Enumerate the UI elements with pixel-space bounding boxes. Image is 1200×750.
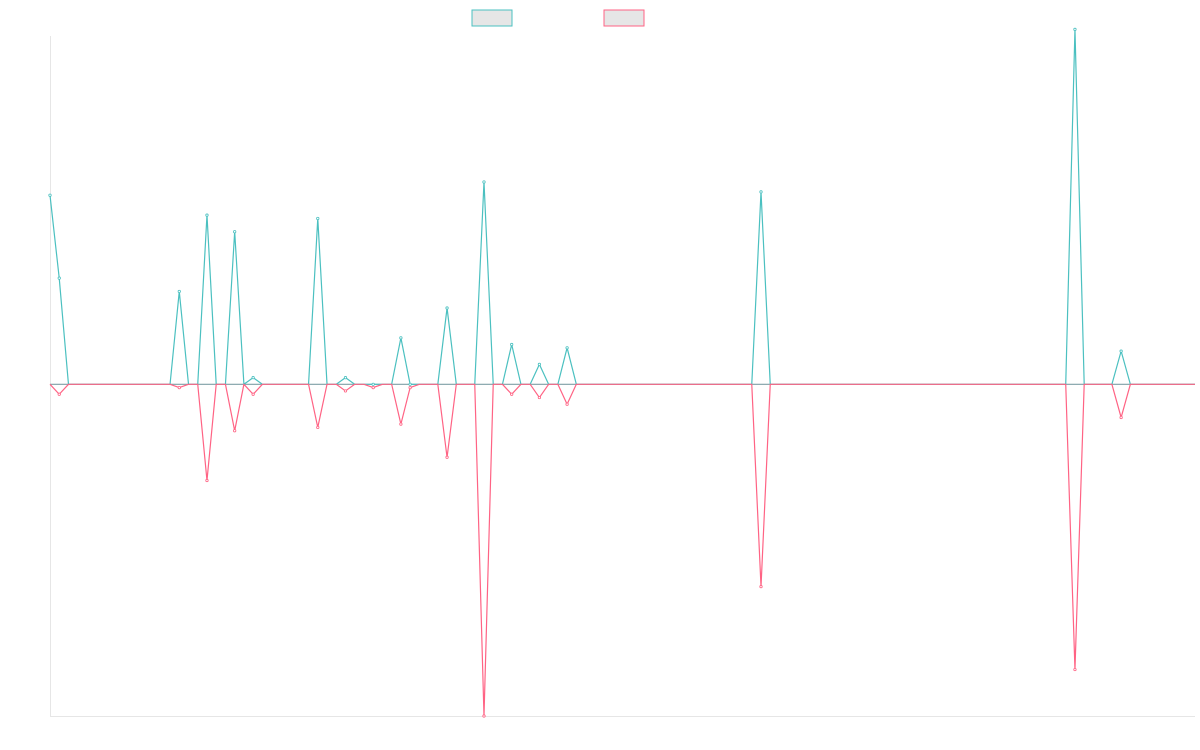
data-point-series-2[interactable] <box>177 386 181 390</box>
legend-swatch-series-1 <box>471 9 513 27</box>
data-point-series-1[interactable] <box>48 193 52 197</box>
data-point-series-2[interactable] <box>205 478 209 483</box>
data-point-series-1[interactable] <box>537 362 541 366</box>
data-point-series-2[interactable] <box>445 455 449 459</box>
data-point-series-1[interactable] <box>177 289 181 294</box>
data-point-series-1[interactable] <box>205 213 209 217</box>
series-line-2 <box>49 383 1195 717</box>
data-point-series-1[interactable] <box>251 376 255 380</box>
data-point-series-1[interactable] <box>510 342 514 347</box>
data-point-series-1[interactable] <box>316 216 320 221</box>
data-point-series-2[interactable] <box>1073 667 1077 672</box>
data-point-series-2[interactable] <box>57 392 61 396</box>
legend-item-series-1[interactable] <box>471 9 513 27</box>
legend-item-series-2[interactable] <box>603 9 645 27</box>
data-point-series-1[interactable] <box>565 346 569 350</box>
data-point-series-2[interactable] <box>343 389 348 393</box>
data-point-series-2[interactable] <box>565 402 569 406</box>
data-point-series-2[interactable] <box>537 395 541 400</box>
data-point-series-2[interactable] <box>371 386 375 390</box>
data-point-series-2[interactable] <box>759 585 763 589</box>
data-point-series-2[interactable] <box>408 386 412 390</box>
data-point-series-1[interactable] <box>57 276 61 280</box>
data-point-series-1[interactable] <box>343 376 348 380</box>
data-point-series-2[interactable] <box>510 392 514 396</box>
data-point-series-1[interactable] <box>371 382 375 386</box>
data-point-series-1[interactable] <box>759 190 763 194</box>
data-point-series-1[interactable] <box>233 230 237 234</box>
series-line-1 <box>49 28 1195 385</box>
data-point-series-1[interactable] <box>1119 349 1123 353</box>
plot-area <box>48 27 1195 718</box>
data-point-series-2[interactable] <box>251 392 255 396</box>
legend-swatch-series-2 <box>603 9 645 27</box>
data-point-series-2[interactable] <box>316 425 320 430</box>
data-point-series-1[interactable] <box>445 306 449 310</box>
data-point-series-2[interactable] <box>399 422 403 426</box>
data-point-series-2[interactable] <box>482 714 486 718</box>
legend <box>471 9 645 27</box>
data-point-series-1[interactable] <box>1073 27 1077 31</box>
data-point-series-1[interactable] <box>399 336 403 340</box>
data-point-series-2[interactable] <box>1119 415 1123 420</box>
data-point-series-1[interactable] <box>408 382 412 386</box>
data-point-series-2[interactable] <box>233 429 237 433</box>
data-point-series-1[interactable] <box>482 180 486 184</box>
